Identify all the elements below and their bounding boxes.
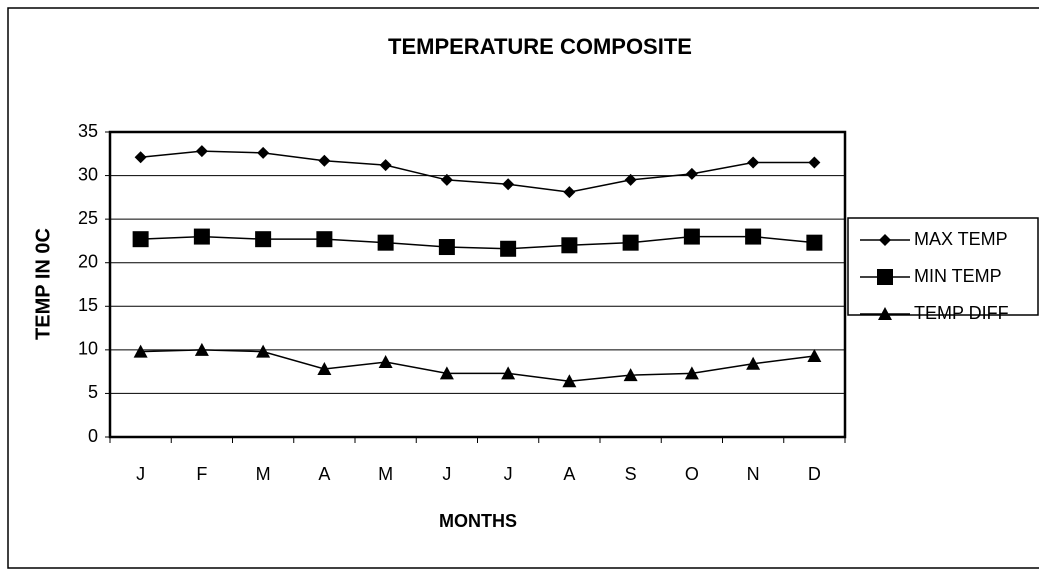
- point: [317, 362, 332, 376]
- series-line: [140, 349, 815, 382]
- point: [256, 344, 271, 358]
- point: [501, 366, 516, 380]
- x-axis-label: MONTHS: [439, 511, 517, 531]
- point: [257, 146, 270, 159]
- point: [746, 356, 761, 370]
- y-tick-label: 15: [78, 295, 98, 315]
- point: [685, 167, 698, 180]
- point: [623, 368, 638, 382]
- y-tick-label: 35: [78, 121, 98, 141]
- point: [879, 234, 891, 246]
- point: [563, 186, 576, 199]
- x-tick-label: M: [256, 464, 271, 484]
- point: [807, 348, 822, 362]
- x-tick-label: A: [318, 464, 330, 484]
- point: [378, 355, 393, 369]
- y-tick-label: 25: [78, 208, 98, 228]
- x-tick-label: J: [442, 464, 451, 484]
- point: [808, 156, 821, 169]
- x-tick-label: J: [504, 464, 513, 484]
- chart-title: TEMPERATURE COMPOSITE: [388, 34, 692, 59]
- x-tick-label: J: [136, 464, 145, 484]
- point: [877, 269, 893, 285]
- series-line: [140, 235, 815, 250]
- point: [806, 234, 823, 251]
- point: [193, 228, 210, 245]
- y-tick-label: 20: [78, 251, 98, 271]
- y-axis-label: TEMP IN 0C: [32, 228, 54, 340]
- x-tick-label: F: [196, 464, 207, 484]
- legend: [847, 217, 1039, 316]
- legend-label: MAX TEMP: [914, 229, 1008, 249]
- x-tick-label: S: [625, 464, 637, 484]
- x-tick-label: M: [378, 464, 393, 484]
- point: [194, 342, 209, 356]
- point: [878, 307, 892, 320]
- point: [562, 374, 577, 388]
- point: [316, 231, 333, 248]
- point: [318, 154, 331, 167]
- point: [439, 366, 454, 380]
- y-tick-label: 30: [78, 164, 98, 184]
- point: [440, 173, 453, 186]
- y-tick-label: 0: [88, 426, 98, 446]
- point: [195, 145, 208, 158]
- point: [561, 237, 578, 254]
- series-line: [140, 150, 815, 193]
- y-tick-label: 5: [88, 382, 98, 402]
- point: [500, 240, 517, 257]
- x-tick-label: D: [808, 464, 821, 484]
- y-tick-label: 10: [78, 339, 98, 359]
- point: [747, 156, 760, 169]
- point: [745, 228, 762, 245]
- point: [134, 151, 147, 164]
- point: [377, 234, 394, 251]
- point: [438, 239, 455, 256]
- point: [133, 344, 148, 358]
- x-tick-label: O: [685, 464, 699, 484]
- legend-label: MIN TEMP: [914, 266, 1002, 286]
- x-tick-label: A: [563, 464, 575, 484]
- point: [502, 178, 515, 191]
- point: [622, 234, 639, 251]
- x-tick-label: N: [747, 464, 760, 484]
- legend-label: TEMP DIFF: [914, 303, 1009, 323]
- point: [683, 228, 700, 245]
- point: [624, 173, 637, 186]
- point: [379, 159, 392, 172]
- point: [132, 231, 149, 248]
- point: [255, 231, 272, 248]
- point: [684, 366, 699, 380]
